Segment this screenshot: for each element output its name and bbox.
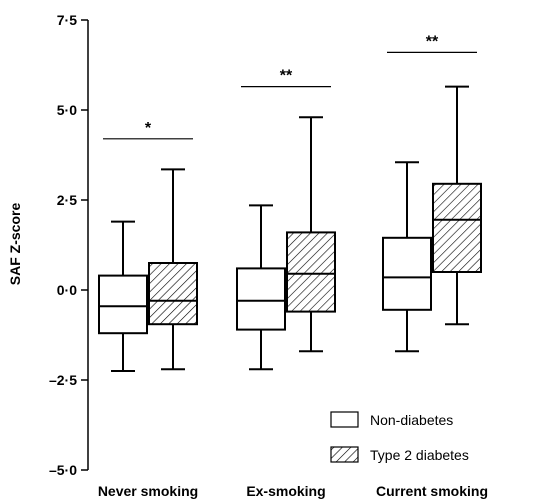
iqr-box [98, 274, 148, 335]
x-category-label: Never smoking [98, 483, 198, 499]
significance-markers: ***** [103, 33, 477, 140]
x-category-label: Current smoking [376, 483, 488, 499]
box-type2-diabetes [432, 85, 482, 326]
box-type2-diabetes [148, 168, 198, 371]
x-category-label: Ex-smoking [246, 483, 325, 499]
legend-swatch-type2-diabetes [330, 446, 359, 463]
box-non-diabetes [98, 220, 148, 372]
iqr-box [236, 267, 286, 331]
significance-label: ** [280, 68, 293, 85]
iqr-box [432, 182, 482, 273]
y-tick-label: 0·0 [57, 282, 77, 298]
significance-label: ** [426, 33, 439, 50]
iqr-box [382, 236, 432, 311]
iqr-box [148, 262, 198, 326]
box-non-diabetes [382, 161, 432, 353]
box-type2-diabetes [286, 116, 336, 353]
y-tick-label: 5·0 [57, 102, 77, 118]
significance-label: * [145, 120, 152, 137]
legend-label-non-diabetes: Non-diabetes [370, 412, 453, 428]
y-tick-label: 7·5 [57, 12, 77, 28]
y-tick-label: 2·5 [57, 192, 77, 208]
y-tick-label: –2·5 [49, 372, 77, 388]
iqr-box [286, 231, 336, 313]
y-axis-label: SAF Z-score [7, 203, 23, 286]
legend-label-type2-diabetes: Type 2 diabetes [370, 447, 469, 463]
legend-swatch-non-diabetes [330, 411, 359, 428]
boxes [98, 85, 482, 372]
y-tick-label: –5·0 [49, 462, 77, 478]
legend: Non-diabetes Type 2 diabetes [330, 411, 469, 463]
axes: 7·5 5·0 2·5 0·0 –2·5 –5·0 Never smoking Ex-smok… [49, 12, 488, 499]
box-non-diabetes [236, 204, 286, 371]
